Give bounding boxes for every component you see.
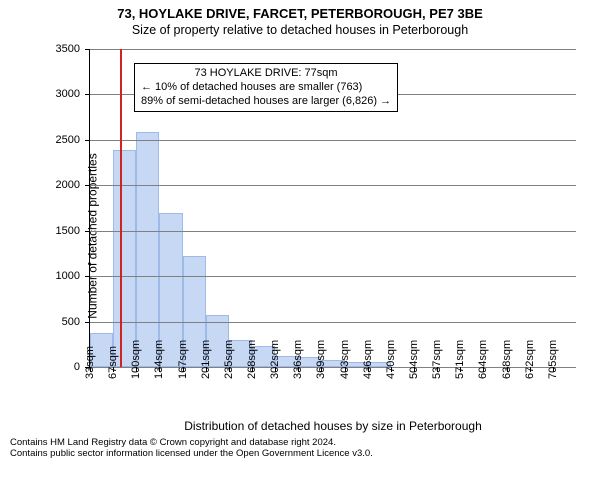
x-axis-label: Distribution of detached houses by size … [90, 419, 576, 433]
y-tick-label: 3500 [56, 43, 90, 55]
annotation-line: 73 HOYLAKE DRIVE: 77sqm [141, 67, 391, 81]
y-tick-label: 500 [62, 316, 90, 328]
gridline [90, 140, 576, 141]
copyright-line-1: Contains HM Land Registry data © Crown c… [10, 437, 590, 448]
chart: Number of detached properties 0500100015… [30, 41, 590, 431]
gridline [90, 49, 576, 50]
page-title: 73, HOYLAKE DRIVE, FARCET, PETERBOROUGH,… [0, 6, 600, 21]
annotation-line: ← 10% of detached houses are smaller (76… [141, 81, 391, 95]
y-tick-label: 1500 [56, 225, 90, 237]
copyright-line-2: Contains public sector information licen… [10, 448, 590, 459]
bar [136, 132, 159, 367]
property-marker-line [120, 49, 122, 367]
bar [113, 150, 136, 367]
y-tick-label: 1000 [56, 270, 90, 282]
gridline [90, 276, 576, 277]
plot-area: 050010001500200025003000350033sqm67sqm10… [90, 49, 576, 367]
y-tick-label: 2500 [56, 134, 90, 146]
page-subtitle: Size of property relative to detached ho… [0, 23, 600, 37]
y-tick-label: 3000 [56, 88, 90, 100]
gridline [90, 185, 576, 186]
gridline [90, 322, 576, 323]
annotation-line: 89% of semi-detached houses are larger (… [141, 95, 391, 109]
y-tick-label: 2000 [56, 179, 90, 191]
copyright: Contains HM Land Registry data © Crown c… [10, 437, 590, 460]
annotation-box: 73 HOYLAKE DRIVE: 77sqm← 10% of detached… [134, 63, 398, 112]
gridline [90, 231, 576, 232]
